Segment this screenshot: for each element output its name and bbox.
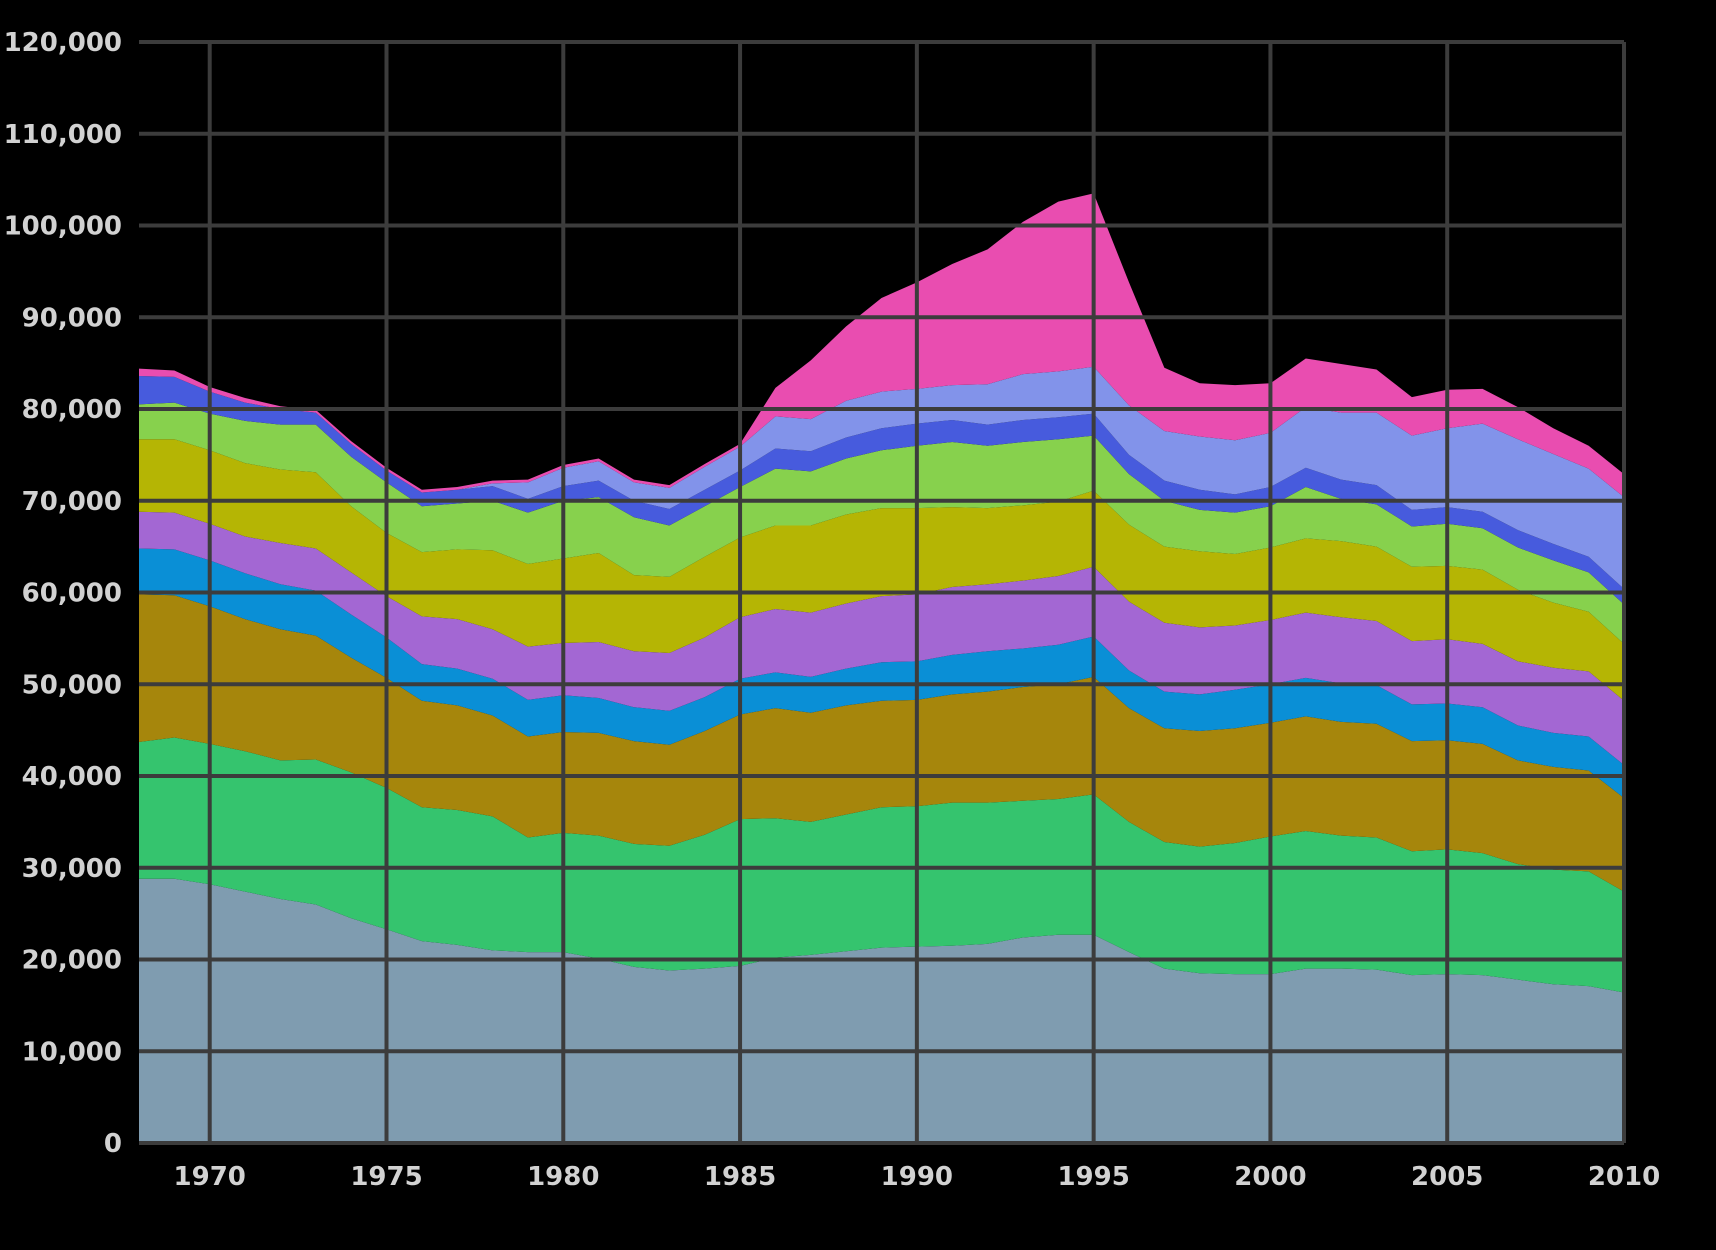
area-series-10 [139, 193, 1624, 498]
area-series-1 [139, 878, 1624, 1143]
x-tick-label: 1975 [350, 1162, 422, 1192]
x-tick-label: 1970 [174, 1162, 246, 1192]
y-axis-tick-labels: 0 10,000 20,000 30,000 40,000 50,000 60,000 70,… [4, 28, 122, 1159]
area-series-5 [139, 511, 1624, 765]
x-axis-tick-labels: 1970 1975 1980 1985 1990 1995 2000 2005 2010 [174, 1162, 1661, 1192]
area-series-2 [139, 737, 1624, 993]
x-tick-label: 1990 [881, 1162, 953, 1192]
area-series-3 [139, 594, 1624, 892]
area-series-group [139, 193, 1624, 1143]
x-tick-label: 2010 [1588, 1162, 1660, 1192]
x-tick-label: 1980 [527, 1162, 599, 1192]
x-tick-label: 1985 [704, 1162, 776, 1192]
area-series-8 [139, 375, 1624, 605]
y-tick-label: 110,000 [4, 120, 122, 150]
area-series-6 [139, 439, 1624, 701]
y-tick-label: 80,000 [22, 395, 122, 425]
y-tick-label: 10,000 [22, 1037, 122, 1067]
y-tick-label: 100,000 [4, 212, 122, 242]
y-tick-label: 0 [104, 1129, 122, 1159]
y-tick-label: 30,000 [22, 854, 122, 884]
x-tick-label: 2000 [1234, 1162, 1306, 1192]
y-tick-label: 90,000 [22, 303, 122, 333]
x-tick-label: 1995 [1057, 1162, 1129, 1192]
y-tick-label: 40,000 [22, 762, 122, 792]
y-tick-label: 70,000 [22, 487, 122, 517]
y-tick-label: 20,000 [22, 946, 122, 976]
area-series-7 [139, 402, 1624, 644]
x-tick-label: 2005 [1411, 1162, 1483, 1192]
y-tick-label: 50,000 [22, 670, 122, 700]
area-series-4 [139, 548, 1624, 799]
y-tick-label: 60,000 [22, 579, 122, 609]
area-series-9 [139, 366, 1624, 589]
y-tick-label: 120,000 [4, 28, 122, 58]
grid-lines [139, 40, 1626, 1145]
